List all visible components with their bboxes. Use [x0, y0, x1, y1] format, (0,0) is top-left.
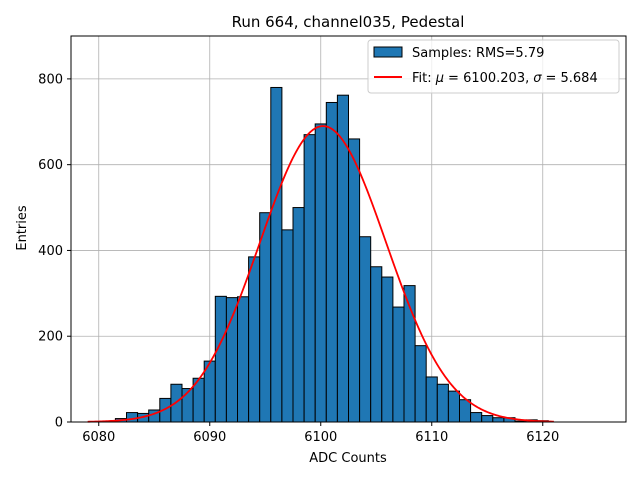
x-tick-label: 6080 [82, 430, 115, 445]
legend-fit-label: Fit: μ = 6100.203, σ = 5.684 [412, 71, 598, 86]
histogram-bar [303, 134, 316, 423]
histogram-bar [492, 417, 505, 423]
legend-fit-mu-value: = 6100.203, [448, 71, 529, 86]
histogram-bar [336, 94, 349, 423]
histogram-bar [214, 295, 227, 423]
histogram-bar [481, 415, 494, 423]
histogram-bar [348, 138, 361, 423]
histogram-bar [292, 207, 305, 423]
axes-frame [70, 35, 627, 423]
legend-fit-sigma-symbol: σ [533, 71, 542, 86]
x-tick-label: 6100 [304, 430, 337, 445]
histogram-bar [237, 296, 250, 423]
histogram-bar [381, 276, 394, 423]
fit-curve-group [87, 125, 554, 423]
histogram-bar [436, 383, 449, 423]
histogram-bar [314, 123, 327, 423]
y-tick-label: 400 [38, 244, 63, 259]
histogram-bar [270, 86, 283, 423]
legend-box [367, 39, 620, 94]
histogram-bar [414, 345, 427, 423]
legend-fit-mu-symbol: μ [435, 71, 444, 86]
legend-bars-swatch [373, 46, 403, 58]
histogram-bar [425, 376, 438, 423]
legend-fit-prefix: Fit: [412, 71, 436, 86]
fit-curve [87, 125, 554, 423]
y-tick-label: 200 [38, 330, 63, 345]
x-axis-label: ADC Counts [309, 451, 387, 466]
y-tick-label: 600 [38, 158, 63, 173]
histogram-bar [470, 412, 483, 423]
histogram-bar [325, 101, 338, 423]
x-tick-label: 6120 [526, 430, 559, 445]
y-tick-label: 800 [38, 72, 63, 87]
legend-bars-label: Samples: RMS=5.79 [412, 46, 544, 61]
histogram-bar [248, 256, 261, 423]
histogram-bar [359, 236, 372, 423]
histogram-bar [370, 266, 383, 423]
histogram-bar [392, 306, 405, 423]
x-tick-label: 6090 [193, 430, 226, 445]
histogram-bar [447, 390, 460, 423]
legend: Samples: RMS=5.79 Fit: μ = 6100.203, σ = 5.… [367, 39, 620, 94]
histogram-bar [281, 229, 294, 423]
x-tick-label: 6110 [415, 430, 448, 445]
histogram-bar [126, 412, 139, 423]
histogram-bar [259, 212, 272, 423]
chart-title: Run 664, channel035, Pedestal [232, 13, 465, 31]
legend-fit-sigma-value: = 5.684 [545, 71, 597, 86]
y-tick-label: 0 [55, 416, 63, 431]
axis-ticks: 6080 6090 6100 6110 6120 0 200 400 600 800 [38, 72, 559, 445]
y-axis-label: Entries [15, 205, 30, 251]
histogram-bar [459, 399, 472, 423]
